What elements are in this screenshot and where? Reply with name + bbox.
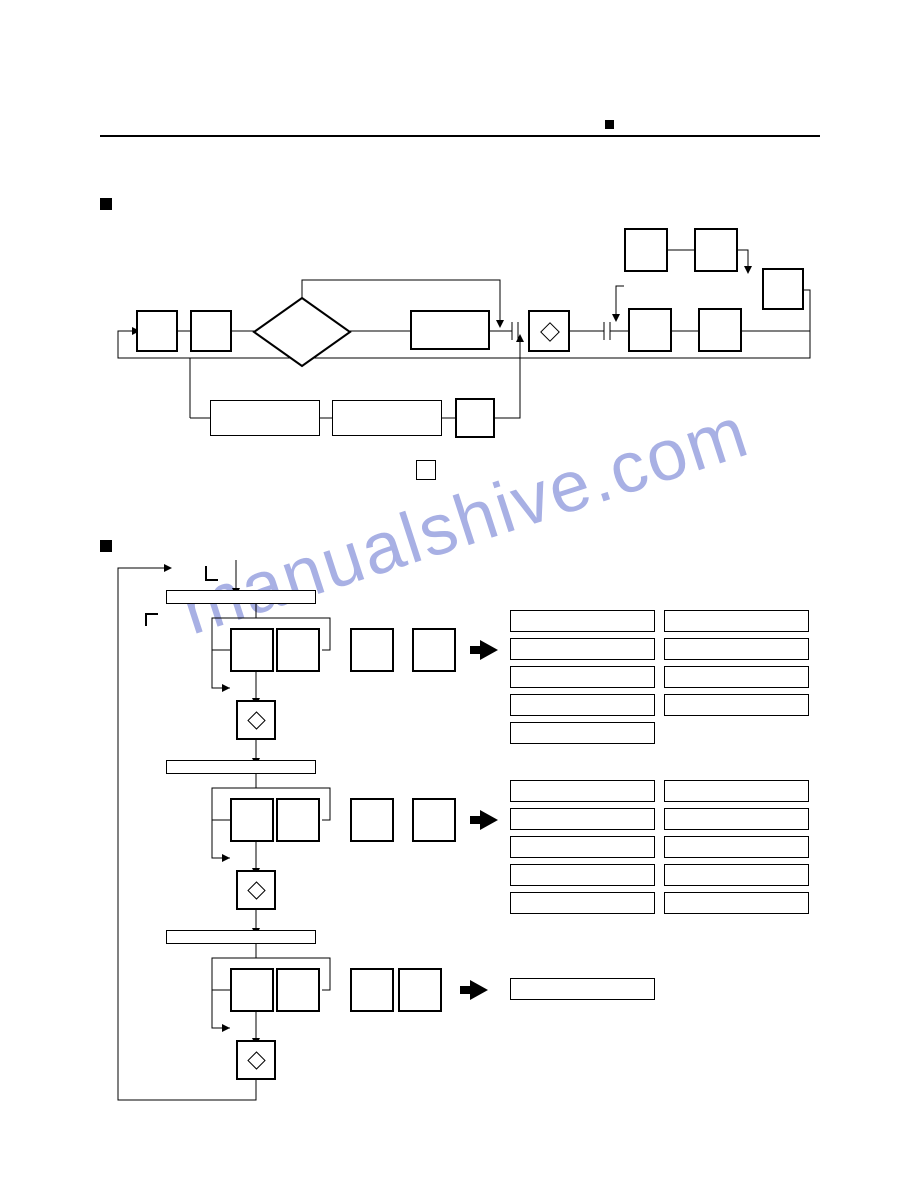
g3-box3	[350, 968, 394, 1012]
g3-inner-diamond-icon	[247, 1051, 265, 1069]
g1-box3	[350, 628, 394, 672]
g1-arrow-right-icon	[480, 640, 498, 660]
g2-box3	[350, 798, 394, 842]
node-sb	[416, 460, 436, 480]
g3-diamond-box	[236, 1040, 276, 1080]
g1-opt-l-4	[510, 694, 655, 716]
g1-opt-l-1	[510, 610, 655, 632]
g2-box1	[230, 798, 274, 842]
g1-box4	[412, 628, 456, 672]
g2-opt-r-4	[664, 864, 809, 886]
g1-opt-r-2	[664, 638, 809, 660]
g1-opt-l-5	[510, 722, 655, 744]
g2-opt-l-3	[510, 836, 655, 858]
g2-opt-r-2	[664, 808, 809, 830]
g2-opt-l-2	[510, 808, 655, 830]
g2-opt-l-5	[510, 892, 655, 914]
g1-opt-r-1	[664, 610, 809, 632]
node-lb	[455, 398, 495, 438]
node-lr2	[332, 400, 442, 436]
g1-box1	[230, 628, 274, 672]
g2-box2	[276, 798, 320, 842]
g1-opt-l-3	[510, 666, 655, 688]
node-lr1	[210, 400, 320, 436]
g3-bar	[166, 930, 316, 944]
section-marker-top-icon	[100, 198, 112, 210]
g2-inner-diamond-icon	[247, 881, 265, 899]
g2-opt-r-5	[664, 892, 809, 914]
g2-opt-r-1	[664, 780, 809, 802]
g2-arrow-right-icon	[480, 810, 498, 830]
g2-box4	[412, 798, 456, 842]
g2-opt-l-1	[510, 780, 655, 802]
page-root: manualshive.com	[0, 0, 918, 1188]
node-dsq	[528, 310, 570, 352]
inner-diamond-icon	[540, 322, 560, 342]
node-t2	[694, 228, 738, 272]
g2-opt-l-4	[510, 864, 655, 886]
node-b2	[190, 310, 232, 352]
g3-opt-l-1	[510, 978, 655, 1000]
node-b1	[136, 310, 178, 352]
node-t1	[624, 228, 668, 272]
connector-lines	[0, 0, 918, 1188]
node-d1-diamond-icon	[248, 292, 356, 372]
node-r1	[410, 310, 490, 350]
g3-box4	[398, 968, 442, 1012]
g1-opt-r-3	[664, 666, 809, 688]
g2-bar	[166, 760, 316, 774]
node-tr	[762, 268, 804, 310]
node-b3	[628, 308, 672, 352]
g3-box2	[276, 968, 320, 1012]
g2-diamond-box	[236, 870, 276, 910]
g1-opt-l-2	[510, 638, 655, 660]
g1-inner-diamond-icon	[247, 711, 265, 729]
g1-diamond-box	[236, 700, 276, 740]
header-marker-icon	[605, 120, 614, 129]
section-marker-bottom-icon	[100, 540, 112, 552]
g1-box2	[276, 628, 320, 672]
header-rule	[100, 135, 820, 137]
g3-box1	[230, 968, 274, 1012]
g1-bar	[166, 590, 316, 604]
node-b4	[698, 308, 742, 352]
g3-arrow-right-icon	[470, 980, 488, 1000]
g1-opt-r-4	[664, 694, 809, 716]
g2-opt-r-3	[664, 836, 809, 858]
